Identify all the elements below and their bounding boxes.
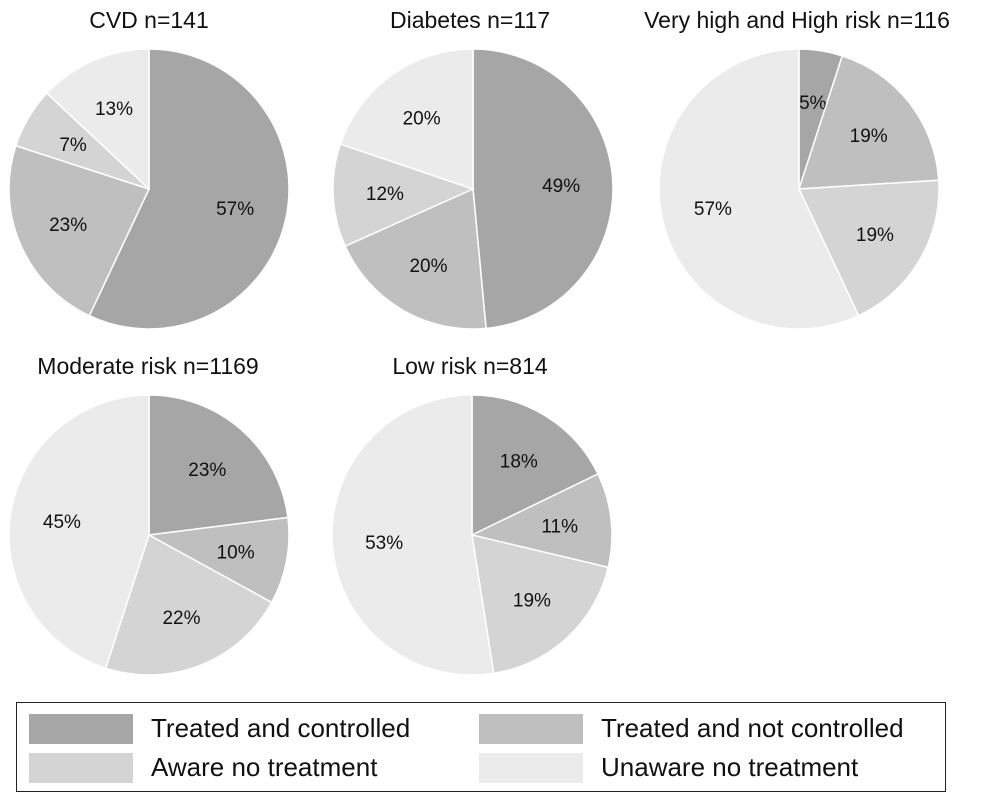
- pie-slice-unaware-no-treatment: [45, 48, 150, 191]
- legend-item-unaware-no-treatment: Unaware no treatment: [479, 752, 858, 783]
- pie-slice-aware-no-treatment: [332, 143, 476, 248]
- legend-label: Aware no treatment: [151, 752, 378, 782]
- pie-slice-treated-not-controlled: [344, 187, 487, 330]
- slice-label: 12%: [366, 184, 404, 205]
- pie-slice-unaware-no-treatment: [339, 48, 474, 191]
- pie-slice-aware-no-treatment: [104, 533, 273, 676]
- legend-swatch: [29, 713, 133, 744]
- slice-label: 19%: [513, 591, 551, 612]
- pie-slice-treated-controlled: [472, 48, 614, 330]
- slice-label: 18%: [500, 451, 538, 472]
- slice-label: 13%: [95, 99, 133, 120]
- slice-label: 20%: [409, 256, 447, 277]
- pie-slice-treated-not-controlled: [797, 54, 940, 190]
- slice-label: 5%: [799, 93, 827, 114]
- slice-label: 20%: [403, 108, 441, 129]
- legend-item-treated-not-controlled: Treated and not controlled: [479, 713, 904, 744]
- pie-slice-unaware-no-treatment: [8, 394, 150, 670]
- legend: Treated and controlled Treated and not c…: [16, 702, 946, 792]
- slice-label: 19%: [856, 225, 894, 246]
- legend-swatch: [479, 752, 583, 783]
- pie-slice-treated-controlled: [88, 48, 290, 330]
- pie-title: Low risk n=814: [392, 353, 548, 379]
- pie-title: Diabetes n=117: [390, 7, 550, 33]
- pie-1: CVD n=141 57% 23% 7% 13%: [8, 7, 290, 330]
- slice-label: 45%: [43, 512, 81, 533]
- pie-slice-treated-not-controlled: [469, 472, 613, 569]
- legend-label: Treated and controlled: [151, 713, 411, 743]
- pie-2: Diabetes n=117 49% 20% 12% 20%: [332, 7, 614, 330]
- slice-label: 53%: [365, 533, 403, 554]
- legend-swatch: [29, 752, 133, 783]
- slice-label: 49%: [542, 176, 580, 197]
- pie-3: Very high and High risk n=116 5% 19% 19% 57%: [644, 7, 950, 330]
- slice-label: 19%: [850, 126, 888, 147]
- legend-label: Treated and not controlled: [601, 713, 904, 743]
- slice-label: 7%: [59, 135, 87, 156]
- slice-label: 23%: [49, 215, 87, 236]
- slice-label: 10%: [217, 543, 255, 564]
- pie-slice-unaware-no-treatment: [331, 394, 495, 676]
- pie-slice-treated-controlled: [148, 394, 289, 536]
- pie-slice-treated-not-controlled: [146, 516, 290, 604]
- pie-4: Moderate risk n=1169 23% 10% 22% 45%: [8, 353, 290, 676]
- pie-title: Moderate risk n=1169: [37, 353, 258, 379]
- slice-label: 22%: [162, 608, 200, 629]
- pie-5: Low risk n=814 18% 11% 19% 53%: [331, 353, 613, 676]
- legend-item-treated-controlled: Treated and controlled: [29, 713, 410, 744]
- slice-label: 23%: [188, 460, 226, 481]
- pie-title: Very high and High risk n=116: [644, 7, 950, 33]
- pie-slice-aware-no-treatment: [471, 534, 610, 675]
- slice-label: 57%: [216, 199, 254, 220]
- pie-title: CVD n=141: [89, 7, 209, 33]
- slice-label: 11%: [541, 516, 578, 537]
- legend-swatch: [479, 713, 583, 744]
- pie-slice-treated-controlled: [471, 394, 600, 537]
- pie-slice-aware-no-treatment: [797, 179, 940, 317]
- legend-item-aware-no-treatment: Aware no treatment: [29, 752, 377, 783]
- slice-label: 57%: [694, 199, 732, 220]
- legend-label: Unaware no treatment: [601, 752, 859, 782]
- pie-slice-unaware-no-treatment: [658, 48, 860, 330]
- pie-slice-treated-not-controlled: [8, 144, 151, 317]
